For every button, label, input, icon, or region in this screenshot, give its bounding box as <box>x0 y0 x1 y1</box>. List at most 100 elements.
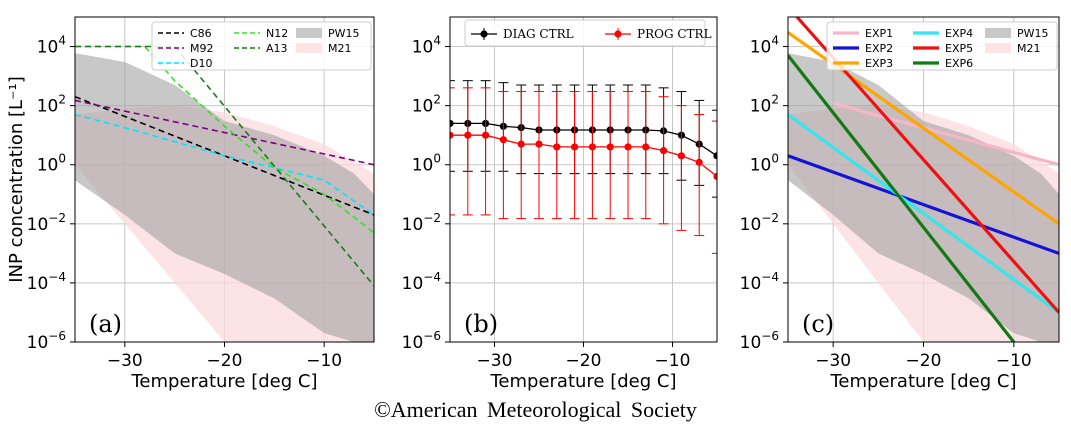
y-tick-label: 10−4 <box>402 270 441 294</box>
panel-a: −30 −20 −10 10−6 10−4 10−2 100 102 104 Temperatur… <box>6 16 375 392</box>
legend-swatch <box>296 43 322 53</box>
series-line <box>75 45 374 234</box>
data-point <box>450 131 454 139</box>
y-tick-label: 100 <box>37 152 66 176</box>
x-tick-label: −10 <box>306 351 342 371</box>
data-point <box>553 143 561 151</box>
legend-item-exp4: EXP4 <box>913 27 973 40</box>
data-point <box>713 152 717 160</box>
series-exp6 <box>788 54 1016 342</box>
legend-label: EXP2 <box>865 42 893 55</box>
data-point <box>624 143 632 151</box>
x-tick-label: −10 <box>655 351 691 371</box>
y-tick-label: 102 <box>412 93 441 117</box>
legend-item-pw15: PW15 <box>296 27 360 40</box>
series-m92 <box>75 99 374 166</box>
legend-label: C86 <box>190 27 212 40</box>
legend-label: M21 <box>1017 42 1041 55</box>
legend-label: M21 <box>328 42 352 55</box>
data-point <box>535 140 543 148</box>
data-point <box>499 136 507 144</box>
data-point <box>517 140 525 148</box>
y-tick-label: 10−4 <box>740 270 779 294</box>
legend-swatch <box>296 28 322 38</box>
x-axis-label: Temperature [deg C] <box>829 371 1016 392</box>
x-tick-label: −20 <box>906 351 942 371</box>
series-line <box>788 54 1016 342</box>
panel-label: (b) <box>464 310 498 338</box>
series-line <box>832 101 1059 167</box>
legend-item-a13: A13 <box>234 42 288 55</box>
y-tick-label: 104 <box>412 34 441 58</box>
y-tick-label: 104 <box>37 34 66 58</box>
legend-marker <box>614 30 622 38</box>
x-tick-label: −30 <box>815 351 851 371</box>
legend-label: EXP6 <box>945 57 973 70</box>
legend-label: PROG CTRL <box>637 27 712 41</box>
data-point <box>482 131 490 139</box>
legend-label: EXP1 <box>865 27 893 40</box>
series-prog-ctrl <box>450 87 717 254</box>
legend-label: EXP4 <box>945 27 973 40</box>
series-exp2 <box>788 154 1059 255</box>
x-axis-label: Temperature [deg C] <box>130 371 317 392</box>
y-tick-label: 10−2 <box>27 211 66 235</box>
series-exp1 <box>832 101 1059 167</box>
series-line <box>450 134 717 178</box>
legend-swatch <box>985 28 1011 38</box>
x-tick-label: −30 <box>477 351 513 371</box>
panel-label: (a) <box>89 310 122 338</box>
x-tick-label: −30 <box>107 351 143 371</box>
y-tick-label: 102 <box>750 93 779 117</box>
legend-label: EXP3 <box>865 57 893 70</box>
legend-item-exp2: EXP2 <box>833 42 893 55</box>
legend-label: A13 <box>266 42 288 55</box>
plot-area <box>75 45 374 342</box>
band-pw15 <box>788 53 1059 342</box>
legend-item-prog-ctrl: PROG CTRL <box>605 27 712 41</box>
data-point <box>450 119 454 128</box>
data-point <box>695 158 703 166</box>
series-n12 <box>75 45 374 234</box>
legend-item-exp1: EXP1 <box>833 27 893 40</box>
legend-label: EXP5 <box>945 42 973 55</box>
x-tick-label: −20 <box>207 351 243 371</box>
legend-item-exp5: EXP5 <box>913 42 973 55</box>
data-point <box>677 152 686 160</box>
grid <box>450 17 717 343</box>
copyright-notice: ©American Meteorological Society <box>374 397 697 422</box>
y-axis-label: INP concentration [L⁻¹] <box>6 76 27 283</box>
series-line <box>75 45 374 287</box>
legend-item-m21: M21 <box>296 42 352 55</box>
data-point <box>588 143 597 151</box>
y-tick-label: 100 <box>412 152 441 176</box>
y-tick-label: 102 <box>37 93 66 117</box>
data-point <box>464 131 472 139</box>
legend-item-exp6: EXP6 <box>913 57 973 70</box>
legend: EXP1 EXP2 EXP3 EXP4 EXP5 EXP6 PW15 M21 <box>826 21 1058 71</box>
panel-b: −30 −20 −10 10−6 10−4 10−2 100 102 104 Temperatur… <box>402 16 718 392</box>
legend-item-diag-ctrl: DIAG CTRL <box>471 27 574 41</box>
y-tick-label: 10−6 <box>740 329 779 353</box>
legend: DIAG CTRL PROG CTRL <box>464 19 712 47</box>
legend-label: D10 <box>190 57 212 70</box>
legend-swatch <box>985 43 1011 53</box>
y-tick-label: 100 <box>750 152 779 176</box>
y-tick-label: 10−2 <box>740 211 779 235</box>
data-point <box>660 147 668 155</box>
legend-marker <box>480 30 488 38</box>
y-tick-label: 10−6 <box>27 329 66 353</box>
data-point <box>571 143 579 151</box>
data-point <box>606 143 614 151</box>
series-line <box>788 154 1059 255</box>
panel-c: −30 −20 −10 10−6 10−4 10−2 100 102 104 Temperatur… <box>740 16 1060 392</box>
legend-item-pw15: PW15 <box>985 27 1049 40</box>
y-tick-label: 10−6 <box>402 329 441 353</box>
series-line <box>788 113 1059 314</box>
series-line <box>450 122 717 157</box>
legend-item-c86: C86 <box>158 27 212 40</box>
series-a13 <box>75 45 374 287</box>
legend-label: DIAG CTRL <box>503 27 574 41</box>
series-line <box>75 99 374 166</box>
